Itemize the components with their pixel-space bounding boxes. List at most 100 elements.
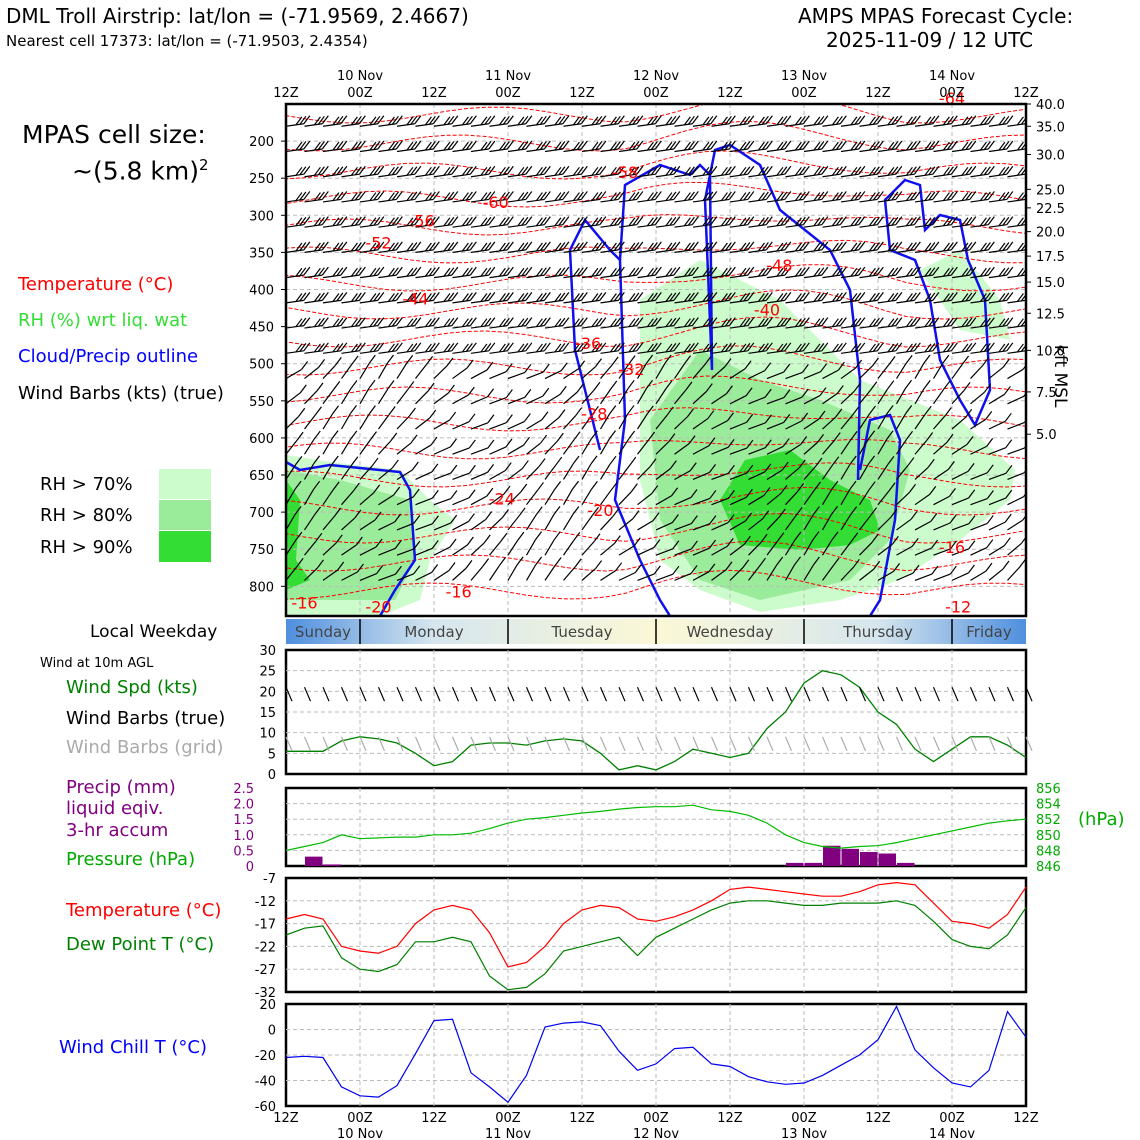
wind-barb-feather — [817, 115, 825, 125]
wind-barb — [1007, 192, 1026, 203]
wind-barb-feather — [369, 166, 377, 176]
wind-barb-staff — [785, 371, 803, 380]
wind-barb-staff — [896, 350, 915, 354]
wind-barb-staff — [785, 420, 802, 430]
wind-barb — [563, 241, 588, 253]
wind-barb-feather — [609, 242, 617, 252]
wind-barb-feather — [891, 166, 899, 176]
wind-barb-feather — [469, 291, 477, 301]
wind-barb-feather — [373, 317, 381, 327]
wind-barb-staff — [1025, 579, 1026, 581]
wind-barb-feather — [395, 165, 403, 175]
wind-barb — [655, 380, 673, 405]
wind-barb-staff — [970, 418, 987, 430]
wind-barb-staff — [452, 123, 471, 127]
wind-barb — [377, 354, 394, 379]
wind-barb-staff — [655, 249, 674, 253]
wind-barb — [822, 557, 840, 581]
wind-barb-feather — [505, 389, 513, 398]
wind-barb-feather — [727, 464, 735, 474]
wind-barb-feather — [743, 267, 751, 277]
wind-barb-feather — [539, 242, 547, 251]
top-hour-tick-5: 00Z — [643, 86, 669, 101]
wind-barb-staff — [322, 198, 341, 203]
wind-barb-feather — [591, 166, 599, 176]
wind-barb — [563, 383, 584, 405]
wind-barb-feather — [761, 317, 769, 327]
wind-barb-feather — [332, 242, 340, 252]
wind-barb-feather — [739, 141, 747, 151]
wind-barb — [877, 342, 903, 354]
wind-barb-feather — [369, 192, 377, 201]
wind-barb — [544, 505, 561, 531]
wind-barb-feather — [794, 556, 801, 566]
temperature-contour-2 — [286, 150, 1026, 180]
wind-barb-feather — [813, 141, 821, 151]
wind-barb-staff — [507, 173, 526, 178]
wind-barb — [951, 408, 973, 430]
wind-barb — [896, 165, 921, 178]
wind-barb-feather — [539, 141, 547, 150]
wind-barb-feather — [1016, 166, 1024, 176]
wind-barb-staff — [951, 390, 965, 405]
wind-barb-feather — [560, 362, 568, 372]
wind-barb-staff — [489, 422, 507, 430]
wind-barb-staff — [581, 389, 595, 405]
wind-barb-staff — [674, 324, 693, 329]
wind-barb-feather — [905, 343, 913, 353]
top-hour-tick-3: 00Z — [495, 86, 521, 101]
wind-barb — [470, 463, 495, 481]
wind-barb-staff — [286, 274, 304, 279]
wind-barb-staff — [507, 444, 524, 455]
wind-barb — [933, 565, 957, 581]
wind-barb-staff — [766, 224, 785, 228]
wind-barb-feather — [850, 116, 858, 126]
wind-barb-staff — [563, 566, 576, 581]
weekday-sunday: Sunday — [295, 623, 351, 641]
wind-barb-staff — [840, 566, 854, 581]
wind-barb-staff — [433, 249, 452, 253]
wind-barb-feather — [609, 343, 617, 353]
wind-barb-staff — [378, 467, 393, 480]
wind-barb-feather — [609, 141, 617, 151]
wind-barb-feather — [794, 166, 802, 176]
wind-barb — [1007, 558, 1026, 581]
wind-barb-staff — [1025, 327, 1026, 329]
wind-barb-feather — [961, 217, 969, 227]
wind-barb-staff — [304, 123, 323, 127]
wind-barb-feather — [747, 216, 755, 226]
wind-barb-feather — [784, 216, 792, 226]
wind-barb — [729, 342, 755, 354]
wind-barb-staff — [674, 173, 693, 178]
wind-barb — [599, 405, 617, 430]
wind-barb-feather — [576, 383, 584, 393]
wind-barb-feather — [913, 216, 921, 226]
wind-barb-feather — [728, 216, 736, 226]
wind-barb — [526, 434, 548, 455]
wind-barb-feather — [443, 217, 451, 227]
wind-barb — [1007, 364, 1026, 380]
wind10m-barb-true — [618, 686, 626, 702]
wind-barb-feather — [854, 141, 862, 150]
wind-barb-feather — [665, 343, 673, 353]
wind-barb — [748, 291, 773, 304]
wind10m-barb-staff — [525, 686, 534, 702]
wind-barb-staff — [988, 299, 1007, 304]
wind-barb — [692, 356, 712, 379]
wind-barb-feather — [1002, 317, 1010, 327]
wind-barb — [489, 389, 513, 405]
wind-barb-staff — [415, 148, 434, 153]
wind-barb — [359, 484, 381, 506]
wind-barb-feather — [765, 216, 773, 226]
wind-barb-staff — [933, 173, 952, 178]
wind-barb-feather — [924, 192, 932, 201]
wind-barb-feather — [505, 438, 513, 448]
wind-barb-staff — [988, 274, 1007, 279]
wind-barb-feather — [928, 191, 936, 201]
wind-barb — [970, 562, 993, 581]
wind-barb-feather — [979, 293, 987, 302]
wind-barb-feather — [395, 115, 403, 125]
wind-barb — [951, 216, 977, 228]
wind-barb-staff — [304, 540, 317, 556]
wind-barb — [433, 514, 458, 531]
